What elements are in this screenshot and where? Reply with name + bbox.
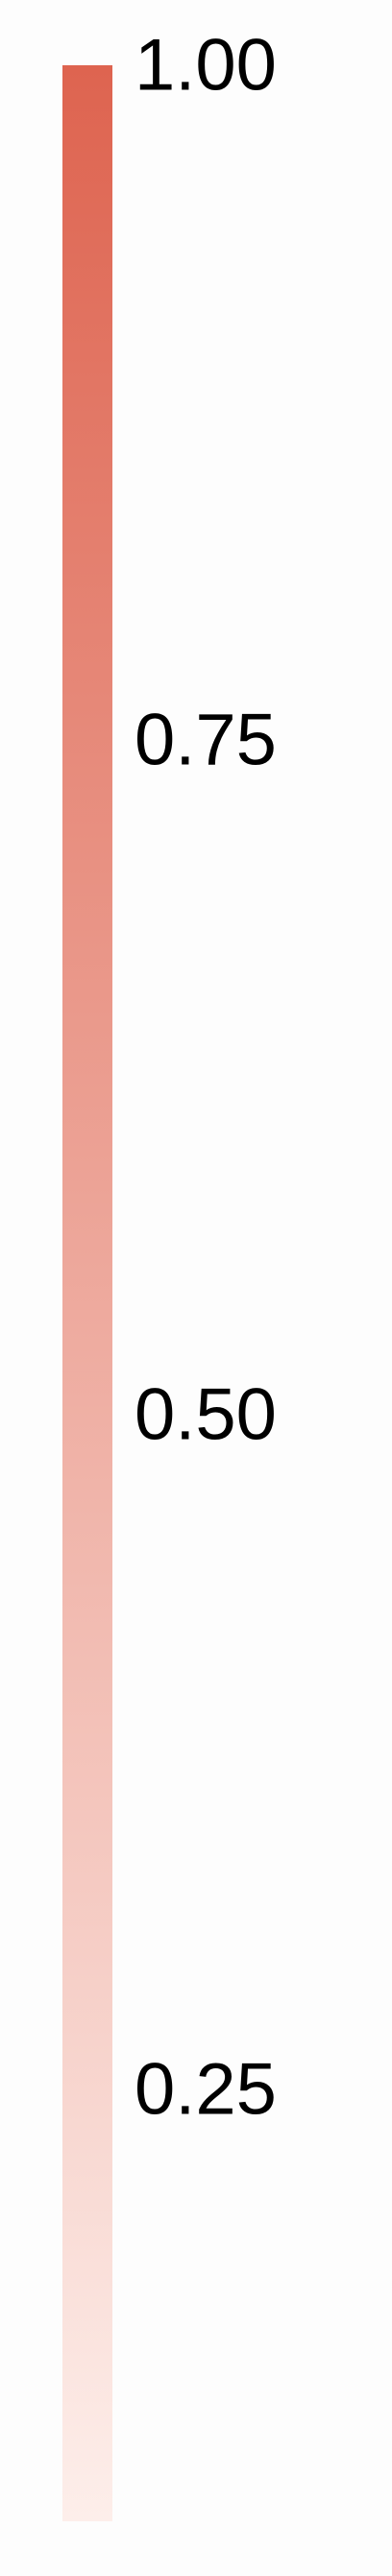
colorbar-tick-label: 0.25 — [135, 2049, 277, 2131]
colorbar-tick-label: 1.00 — [135, 25, 277, 107]
colorbar-tick-label: 0.75 — [135, 700, 277, 781]
colorbar-tick-label: 0.50 — [135, 1374, 277, 1456]
colorbar-gradient-bar — [62, 65, 112, 2521]
colorbar-tick-labels: 1.00 0.75 0.50 0.25 — [135, 25, 277, 2131]
